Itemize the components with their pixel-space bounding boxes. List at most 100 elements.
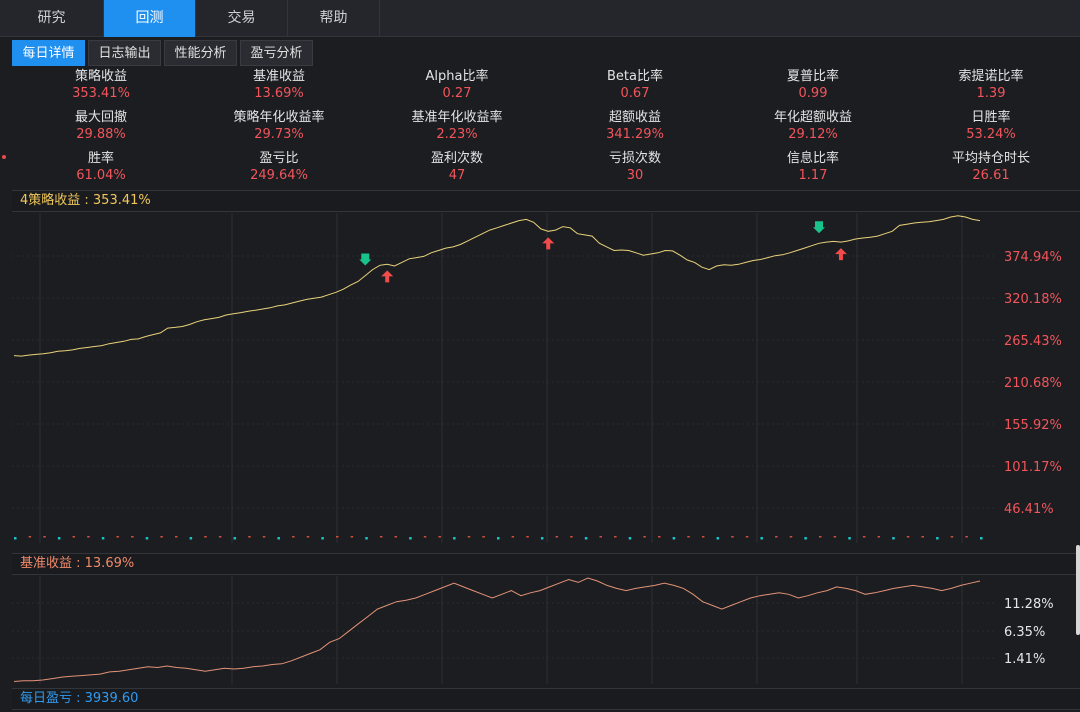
strategy-series-line [13, 215, 981, 357]
daily-pnl-bar [467, 536, 471, 538]
daily-pnl-bar [482, 536, 485, 538]
metric-benchmark-annual-return: 基准年化收益率 2.23% [368, 109, 546, 143]
metric-max-drawdown: 最大回撤 29.88% [12, 109, 190, 143]
daily-pnl-bar [614, 536, 617, 538]
trade-markers [359, 221, 847, 283]
daily-pnl-bar [321, 537, 324, 540]
metric-information-ratio: 信息比率 1.17 [724, 150, 902, 184]
daily-pnl-bar [72, 536, 76, 538]
daily-pnl-bar [584, 537, 588, 540]
chart-y-axis: 374.94% 320.18% 265.43% 210.68% 155.92% 101.1… [1004, 250, 1062, 517]
daily-pnl-bar [950, 536, 954, 538]
benchmark-return-chart: 11.28% 6.35% 1.41% [12, 576, 1054, 684]
metric-label: 年化超额收益 [773, 110, 852, 125]
y-tick-label: 265.43% [1004, 334, 1062, 349]
metric-value: 2.23% [436, 127, 478, 142]
metric-strategy-return: 策略收益 353.41% [12, 68, 190, 102]
daily-pnl-bar [160, 536, 163, 538]
metric-value: 53.24% [966, 127, 1016, 142]
y-tick-label: 374.94% [1004, 250, 1062, 265]
daily-pnl-bar [365, 537, 368, 540]
metric-daily-win-rate: 日胜率 53.24% [902, 109, 1080, 143]
metric-excess-return: 超额收益 341.29% [546, 109, 724, 143]
daily-pnl-bar [921, 536, 924, 538]
daily-pnl-bar [101, 537, 105, 540]
metric-win-rate: 胜率 61.04% [12, 150, 190, 184]
metric-label: Alpha比率 [425, 69, 489, 84]
daily-pnl-bar [570, 536, 573, 538]
daily-pnl-bar [628, 537, 632, 540]
daily-pnl-bar [131, 536, 134, 538]
daily-pnl-bar [394, 536, 398, 538]
chart-grid [12, 576, 997, 684]
metric-value: 13.69% [254, 86, 304, 101]
sell-arrow-icon [359, 253, 372, 266]
daily-pnl-bar [306, 536, 310, 538]
daily-pnl-bar [892, 537, 895, 540]
buy-arrow-icon [542, 237, 555, 250]
metric-profit-loss-ratio: 盈亏比 249.64% [190, 150, 368, 184]
metric-value: 26.61 [972, 168, 1010, 183]
y-tick-label: 320.18% [1004, 292, 1062, 307]
tab-research[interactable]: 研究 [0, 0, 104, 37]
daily-pnl-bar [526, 536, 529, 538]
metric-label: 策略收益 [74, 69, 127, 84]
metric-label: 信息比率 [786, 151, 839, 166]
daily-pnl-bar [745, 536, 749, 538]
metric-value: 29.12% [788, 127, 838, 142]
benchmark-panel-title: 基准收益 : 13.69% [12, 553, 1080, 575]
metric-label: 夏普比率 [786, 69, 839, 84]
metric-strategy-annual-return: 策略年化收益率 29.73% [190, 109, 368, 143]
metric-value: 0.67 [620, 86, 650, 101]
daily-pnl-bars [14, 536, 983, 540]
daily-pnl-bar [687, 536, 690, 538]
subtab-log-output[interactable]: 日志输出 [88, 40, 161, 66]
metric-value: 61.04% [76, 168, 126, 183]
metric-value: 341.29% [606, 127, 664, 142]
top-navigation: 研究 回测 交易 帮助 [0, 0, 1080, 37]
daily-pnl-bar [672, 537, 676, 540]
daily-pnl-bar [248, 536, 251, 538]
daily-pnl-bar [189, 537, 193, 540]
tab-backtest[interactable]: 回测 [104, 0, 196, 37]
strategy-return-chart: 374.94% 320.18% 265.43% 210.68% 155.92% 101.1… [12, 213, 1062, 543]
daily-pnl-bar [409, 537, 412, 540]
metric-label: 日胜率 [971, 110, 1011, 125]
metric-label: 基准收益 [252, 69, 305, 84]
metric-value: 353.41% [72, 86, 130, 101]
metric-label: 亏损次数 [608, 151, 661, 166]
daily-pnl-bar [497, 537, 500, 540]
metric-value: 30 [626, 168, 644, 183]
chart-grid [12, 213, 997, 543]
metric-benchmark-return: 基准收益 13.69% [190, 68, 368, 102]
daily-pnl-bar [423, 536, 427, 538]
metric-label: 基准年化收益率 [411, 110, 503, 125]
daily-pnl-bar [848, 537, 851, 540]
daily-pnl-bar [658, 536, 661, 538]
metric-label: 最大回撤 [74, 110, 127, 125]
daily-pnl-bar [833, 536, 837, 538]
daily-pnl-bar [906, 536, 910, 538]
sub-navigation: 每日详情 日志输出 性能分析 盈亏分析 [0, 38, 1080, 68]
tab-help[interactable]: 帮助 [288, 0, 380, 37]
subtab-performance-analysis[interactable]: 性能分析 [164, 40, 237, 66]
daily-pnl-bar [336, 536, 339, 538]
subtab-daily-details[interactable]: 每日详情 [12, 40, 85, 66]
subtab-pnl-analysis[interactable]: 盈亏分析 [240, 40, 313, 66]
scrollbar-handle[interactable] [1076, 545, 1080, 635]
daily-pnl-bar [760, 537, 763, 540]
metric-alpha: Alpha比率 0.27 [368, 68, 546, 102]
daily-pnl-bar [57, 537, 61, 540]
daily-pnl-bar [789, 536, 793, 538]
metric-value: 29.73% [254, 127, 304, 142]
y-tick-label: 1.41% [1004, 652, 1045, 667]
daily-pnl-panel-title: 每日盈亏 : 3939.60 [12, 688, 1080, 710]
daily-pnl-bar [233, 537, 237, 540]
metric-avg-holding-days: 平均持仓时长 26.61 [902, 150, 1080, 184]
tab-trade[interactable]: 交易 [196, 0, 288, 37]
daily-pnl-bar [262, 536, 266, 538]
buy-arrow-icon [381, 270, 394, 283]
daily-pnl-bar [804, 537, 807, 540]
daily-pnl-bar [980, 537, 983, 540]
metric-loss-count: 亏损次数 30 [546, 150, 724, 184]
